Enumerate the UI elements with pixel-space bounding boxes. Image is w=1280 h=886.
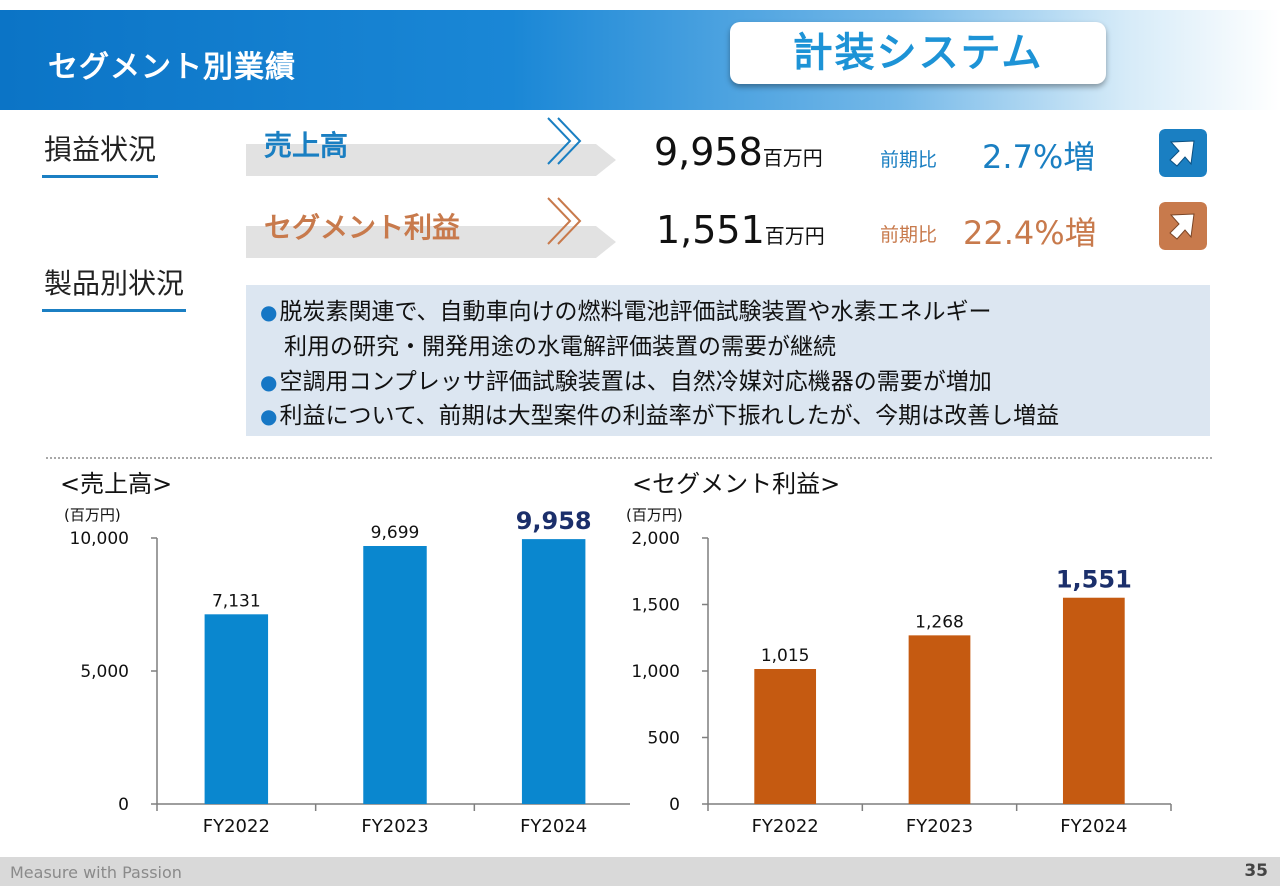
y-tick-label: 2,000 — [631, 529, 680, 549]
y-tick-label: 5,000 — [80, 662, 129, 682]
bar-value-label: 1,268 — [915, 612, 964, 632]
bar — [1062, 597, 1125, 804]
header-banner: セグメント別業績 計装システム — [0, 10, 1280, 110]
sales-comparison-value: 2.7%増 — [982, 138, 1096, 176]
x-category-label: FY2022 — [752, 816, 819, 837]
profit-label: セグメント利益 — [264, 211, 461, 244]
performance-section-text: 損益状況 — [44, 133, 157, 166]
page-number: 35 — [1244, 861, 1268, 881]
bullet-item: ●脱炭素関連で、自動車向けの燃料電池評価試験装置や水素エネルギー — [260, 292, 992, 326]
y-axis-unit-label: (百万円) — [626, 506, 683, 524]
bullet-item: ●利益について、前期は大型案件の利益率が下振れしたが、今期は改善し増益 — [260, 396, 1059, 430]
profit-value-unit: 百万円 — [764, 224, 825, 248]
x-category-label: FY2022 — [203, 816, 270, 837]
page-title: セグメント別業績 — [48, 50, 296, 85]
section-underline — [42, 309, 187, 312]
product-status-box: ●脱炭素関連で、自動車向けの燃料電池評価試験装置や水素エネルギー 利用の研究・開… — [246, 285, 1210, 436]
up-arrow-icon — [1159, 202, 1207, 250]
section-underline — [42, 175, 159, 178]
bullet-text: 利用の研究・開発用途の水電解評価装置の需要が継続 — [284, 334, 836, 360]
sales-bar-chart: (百万円) 0 5,000 10,000 FY2022 7,131 FY2023 9,699 F… — [64, 506, 630, 837]
segment-title-box: 計装システム — [730, 22, 1106, 84]
bar — [363, 546, 427, 804]
bar — [908, 635, 971, 804]
profit-label-band — [246, 226, 616, 258]
y-tick-label: 10,000 — [70, 529, 129, 549]
bar-value-label: 9,958 — [516, 507, 592, 535]
sales-chart-title: <売上高> — [60, 470, 173, 498]
footer-tagline: Measure with Passion — [10, 863, 182, 882]
y-tick-label: 0 — [118, 795, 129, 815]
footer-bar: Measure with Passion 35 — [0, 857, 1280, 886]
bar-value-label: 1,551 — [1056, 566, 1132, 594]
segment-title: 計装システム — [792, 30, 1044, 76]
profit-value: 1,551百万円 — [656, 208, 825, 252]
bullet-dot: ● — [260, 370, 278, 394]
performance-section-label: 損益状況 — [42, 128, 159, 178]
bar — [521, 539, 586, 804]
y-tick-label: 500 — [648, 729, 680, 749]
up-arrow-icon — [1159, 129, 1207, 177]
products-section-label: 製品別状況 — [42, 262, 187, 312]
sales-value-number: 9,958 — [654, 130, 763, 174]
bullet-text: 利益について、前期は大型案件の利益率が下振れしたが、今期は改善し増益 — [279, 403, 1060, 429]
profit-comparison-value: 22.4%増 — [963, 214, 1097, 252]
x-category-label: FY2023 — [361, 816, 428, 837]
sales-value-unit: 百万円 — [762, 146, 823, 170]
bar-value-label: 1,015 — [761, 646, 810, 666]
x-category-label: FY2024 — [1060, 816, 1127, 837]
products-section-text: 製品別状況 — [44, 267, 185, 300]
y-tick-label: 1,500 — [631, 596, 680, 616]
y-tick-label: 1,000 — [631, 662, 680, 682]
bar-value-label: 7,131 — [212, 591, 261, 611]
bullet-dot: ● — [260, 404, 278, 428]
profit-comparison-label: 前期比 — [880, 224, 938, 246]
sales-label-band — [246, 144, 616, 176]
bullet-item: 利用の研究・開発用途の水電解評価装置の需要が継続 — [284, 327, 836, 361]
sales-label: 売上高 — [264, 129, 349, 162]
profit-bar-chart: (百万円) 0 500 1,000 1,500 2,000 FY2022 1,015 FY202… — [626, 506, 1172, 837]
bar-value-label: 9,699 — [371, 523, 420, 543]
sales-comparison-label: 前期比 — [880, 149, 938, 171]
y-axis-unit-label: (百万円) — [64, 506, 121, 524]
profit-chart-title: <セグメント利益> — [632, 470, 841, 498]
sales-value: 9,958百万円 — [654, 130, 823, 174]
bullet-dot: ● — [260, 300, 278, 324]
chevron-right-icon — [547, 197, 582, 245]
x-category-label: FY2024 — [520, 816, 587, 837]
section-divider — [46, 457, 1212, 459]
bar — [204, 614, 269, 804]
x-category-label: FY2023 — [906, 816, 973, 837]
bullet-text: 空調用コンプレッサ評価試験装置は、自然冷媒対応機器の需要が増加 — [279, 369, 992, 395]
bar — [754, 669, 817, 804]
chevron-right-icon — [547, 117, 582, 165]
profit-value-number: 1,551 — [656, 208, 765, 252]
bullet-text: 脱炭素関連で、自動車向けの燃料電池評価試験装置や水素エネルギー — [279, 299, 992, 325]
y-tick-label: 0 — [669, 795, 680, 815]
bullet-item: ●空調用コンプレッサ評価試験装置は、自然冷媒対応機器の需要が増加 — [260, 362, 992, 396]
